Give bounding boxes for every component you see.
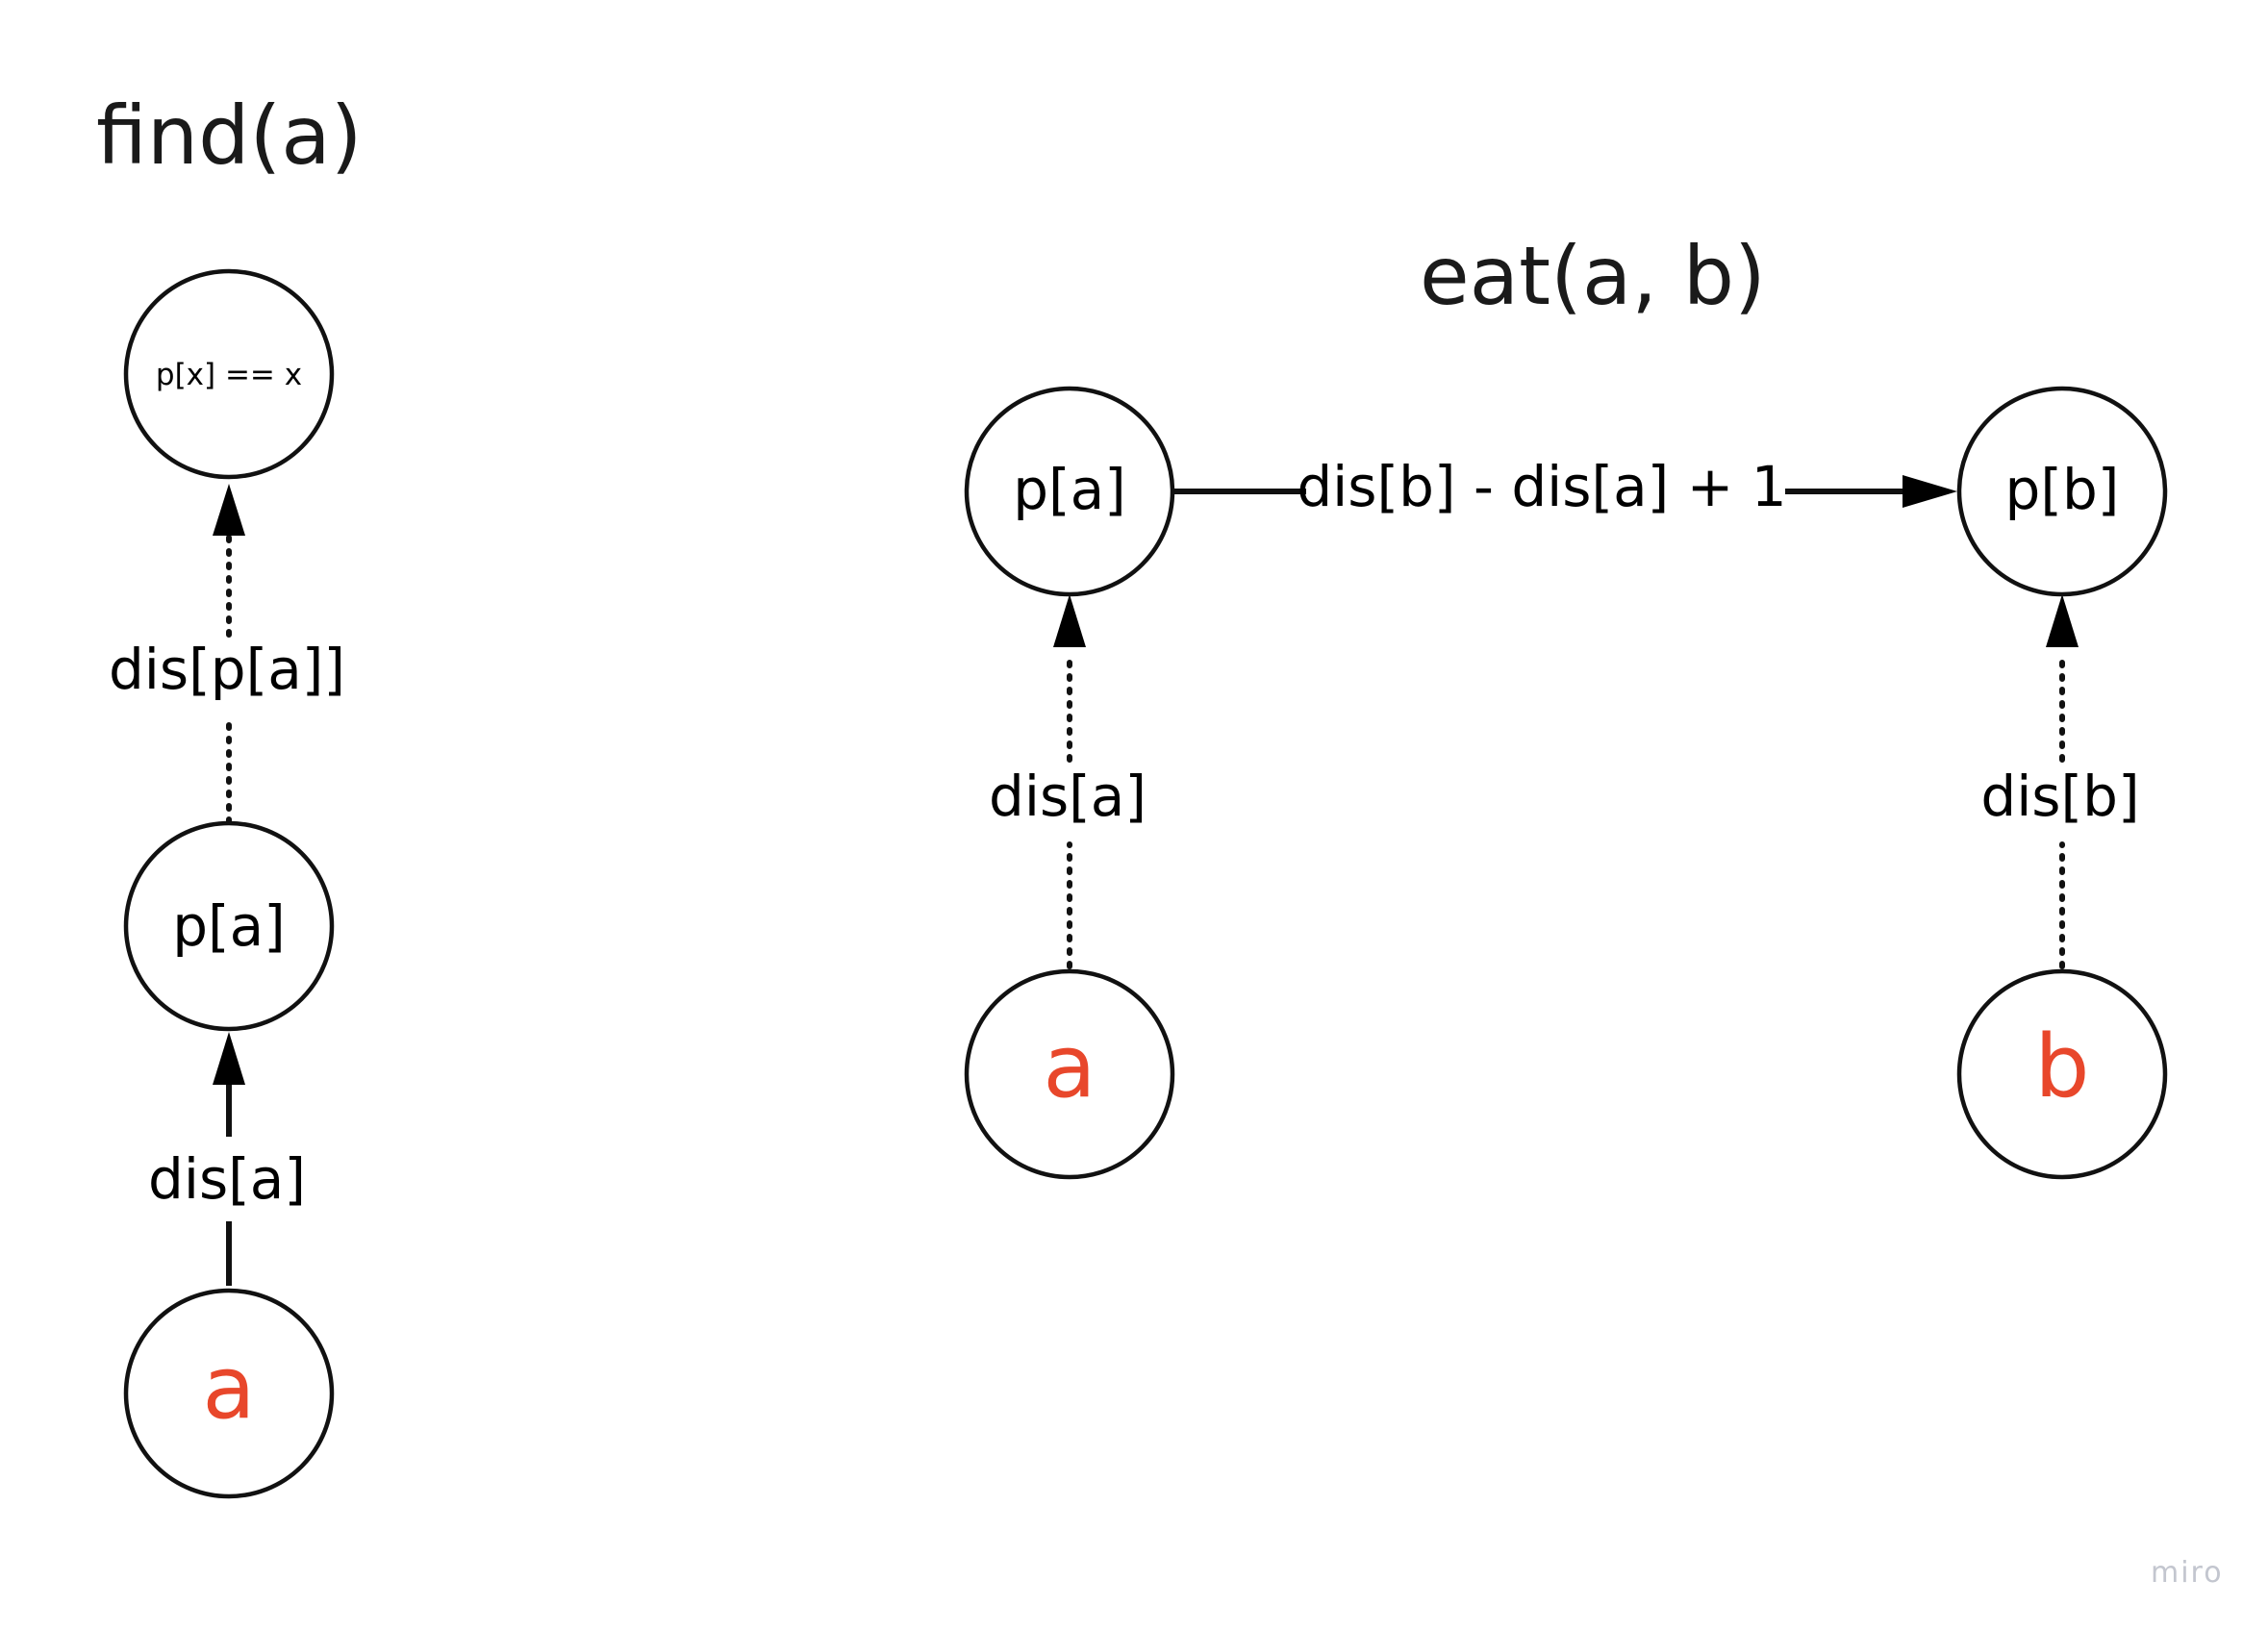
arrowhead xyxy=(2046,594,2079,647)
eat-pa-node xyxy=(964,386,1175,597)
find-parent-node xyxy=(123,820,335,1032)
arrowhead xyxy=(1903,475,1957,508)
find-edge-label-dis-a: dis[a] xyxy=(148,1146,306,1212)
eat-b-node xyxy=(1956,968,2168,1180)
eat-title: eat(a, b) xyxy=(1420,229,1766,323)
eat-edge-label-dis-a: dis[a] xyxy=(989,764,1147,829)
eat-edge-label-pa-pb: dis[b] - dis[a] + 1 xyxy=(1297,454,1786,519)
arrowhead xyxy=(213,1032,245,1085)
eat-edge-label-dis-b: dis[b] xyxy=(1980,764,2139,829)
eat-pb-node-label: p[b] xyxy=(2005,457,2120,522)
find-parent-node-label: p[a] xyxy=(172,893,286,959)
find-start-node xyxy=(123,1288,335,1499)
eat-b-node-label: b xyxy=(2034,1016,2089,1117)
arrowhead xyxy=(1053,594,1086,647)
find-root-node-label: p[x] == x xyxy=(156,358,302,392)
eat-pb-node xyxy=(1956,386,2168,597)
find-start-node-label: a xyxy=(202,1338,255,1439)
miro-watermark: miro xyxy=(2151,1556,2224,1590)
find-edge-label-dis-pa: dis[p[a]] xyxy=(109,637,345,702)
find-title: find(a) xyxy=(96,88,363,183)
eat-pa-node-label: p[a] xyxy=(1013,457,1126,522)
eat-a-node xyxy=(964,968,1175,1180)
eat-a-node-label: a xyxy=(1043,1016,1096,1117)
find-root-node xyxy=(123,268,335,480)
arrowhead xyxy=(213,484,245,536)
